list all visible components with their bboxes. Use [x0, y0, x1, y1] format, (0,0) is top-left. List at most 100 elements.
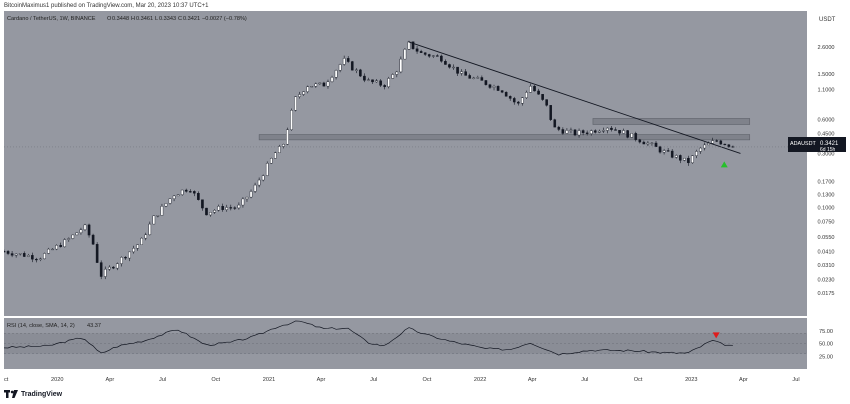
time-tick-label: Apr — [317, 377, 326, 383]
candle-body — [606, 127, 609, 131]
candle-body — [346, 58, 350, 62]
candle-body — [727, 144, 731, 147]
price-tick-label: 0.1700 — [817, 179, 834, 185]
candle-body — [399, 58, 403, 73]
legend-open-value: 0.3448 — [112, 16, 129, 22]
candle-body — [614, 129, 617, 131]
time-tick-label: Jul — [370, 377, 377, 383]
candle-body — [136, 244, 139, 249]
candle-body — [695, 151, 698, 156]
candle-body — [205, 207, 208, 216]
price-axis[interactable] — [807, 11, 846, 369]
time-tick-label: 2023 — [685, 377, 697, 383]
price-tick-label: 1.1000 — [817, 87, 834, 93]
time-tick-label: Apr — [739, 377, 748, 383]
candle-body — [508, 96, 512, 99]
candle-body — [338, 64, 342, 71]
candle-body — [330, 77, 334, 82]
candle-body — [180, 189, 184, 195]
candle-body — [642, 141, 646, 145]
candle-body — [188, 191, 192, 193]
candle-body — [707, 143, 710, 146]
candle-body — [553, 119, 557, 128]
candle-body — [172, 195, 176, 199]
candle-body — [419, 51, 423, 53]
price-tick-label: 0.0310 — [817, 263, 834, 269]
candle-body — [265, 163, 269, 176]
footer[interactable]: TradingView — [4, 388, 62, 400]
candle-body — [148, 223, 152, 236]
candle-body — [302, 91, 305, 95]
candle-body — [496, 86, 500, 91]
candle-body — [626, 130, 629, 138]
candle-body — [10, 253, 14, 256]
candle-body — [55, 245, 58, 250]
candle-body — [51, 248, 54, 251]
candle-body — [156, 215, 160, 217]
zones-layer — [258, 118, 751, 141]
candle-body — [525, 92, 528, 98]
candle-body — [683, 157, 686, 161]
candle-body — [391, 74, 395, 79]
candle-body — [395, 71, 399, 75]
candle-body — [517, 101, 520, 104]
candle-body — [290, 110, 293, 130]
price-tick-label: 0.1000 — [817, 205, 834, 211]
last-price-badge[interactable]: ADAUSDT 0.3421 6d 15h — [788, 137, 846, 153]
time-tick-label: Apr — [528, 377, 537, 383]
candle-body — [350, 61, 354, 71]
candle-body — [622, 130, 625, 134]
candle-body — [444, 61, 447, 65]
time-tick-label: Oct — [4, 377, 9, 383]
candle-body — [140, 237, 143, 245]
candle-body — [294, 96, 297, 111]
rsi-legend-value: 43.37 — [87, 323, 101, 329]
price-tick-label: 0.1300 — [817, 193, 834, 199]
time-tick-label: Jul — [159, 377, 166, 383]
candlestick-chart[interactable]: 2.6000 1.5000 1.1000 0.6000 0.4500 0.3000 0.17… — [4, 11, 846, 385]
candle-body — [569, 129, 573, 131]
descending-trendline[interactable] — [408, 41, 741, 154]
candle-body — [99, 262, 103, 277]
candle-body — [630, 133, 634, 138]
chart-frame[interactable]: 2.6000 1.5000 1.1000 0.6000 0.4500 0.3000 0.17… — [4, 11, 846, 385]
candle-body — [225, 207, 229, 210]
price-tick-label: 0.4500 — [817, 131, 834, 137]
price-badge-symbol: ADAUSDT — [790, 141, 816, 147]
candle-body — [152, 215, 156, 225]
candle-body — [253, 184, 257, 192]
bullish-up-arrow-icon — [720, 161, 728, 168]
price-badge-symbol-box — [788, 137, 816, 152]
candle-body — [363, 75, 366, 81]
candle-body — [480, 77, 484, 81]
candle-body — [719, 140, 723, 145]
legend-symbol-title: Cardano / TetherUS, 1W, BINANCE — [7, 16, 96, 22]
candle-body — [213, 210, 216, 213]
candle-body — [35, 258, 38, 261]
tradingview-logo-icon — [4, 390, 18, 398]
price-tick-label: 0.0750 — [817, 220, 834, 226]
candle-body — [318, 82, 322, 85]
rsi-tick-label: 50.00 — [819, 342, 833, 348]
candle-body — [371, 79, 374, 83]
price-axis-unit: USDT — [819, 17, 836, 23]
legend-low-label: L — [155, 16, 158, 22]
candle-body — [411, 41, 415, 49]
time-axis[interactable] — [4, 369, 846, 385]
candle-body — [59, 245, 62, 248]
candle-body — [298, 94, 301, 97]
candle-body — [176, 194, 180, 197]
candle-body — [476, 77, 480, 79]
price-badge-countdown: 6d 15h — [820, 147, 836, 153]
candle-body — [310, 86, 314, 88]
candle-body — [423, 52, 427, 55]
candle-body — [47, 248, 50, 254]
candle-body — [711, 140, 714, 144]
price-tick-label: 0.0230 — [817, 278, 834, 284]
candles-layer — [4, 40, 735, 280]
candle-body — [201, 199, 204, 209]
candle-body — [95, 244, 99, 263]
time-tick-labels: Oct 2020 Apr Jul Oct 2021 Apr Jul Oct 2022 Apr Jul O… — [4, 377, 800, 383]
time-tick-label: 2022 — [474, 377, 486, 383]
candle-body — [26, 255, 30, 257]
